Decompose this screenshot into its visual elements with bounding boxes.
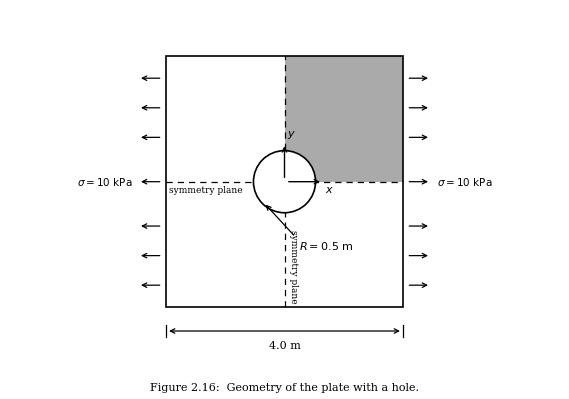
Text: Figure 2.16:  Geometry of the plate with a hole.: Figure 2.16: Geometry of the plate with … [150,383,419,393]
Text: symmetry plane: symmetry plane [169,186,243,195]
Bar [166,56,403,307]
Text: 4.0 m: 4.0 m [269,341,300,351]
Text: $R = 0.5\ \mathrm{m}$: $R = 0.5\ \mathrm{m}$ [299,240,353,252]
Text: $\sigma = 10\ \mathrm{kPa}$: $\sigma = 10\ \mathrm{kPa}$ [77,176,132,188]
Text: $\sigma = 10\ \mathrm{kPa}$: $\sigma = 10\ \mathrm{kPa}$ [437,176,492,188]
Bar [284,56,403,182]
Text: $x$: $x$ [325,185,334,195]
Text: $y$: $y$ [287,129,296,141]
Text: symmetry plane: symmetry plane [289,230,298,304]
Circle shape [253,151,316,213]
